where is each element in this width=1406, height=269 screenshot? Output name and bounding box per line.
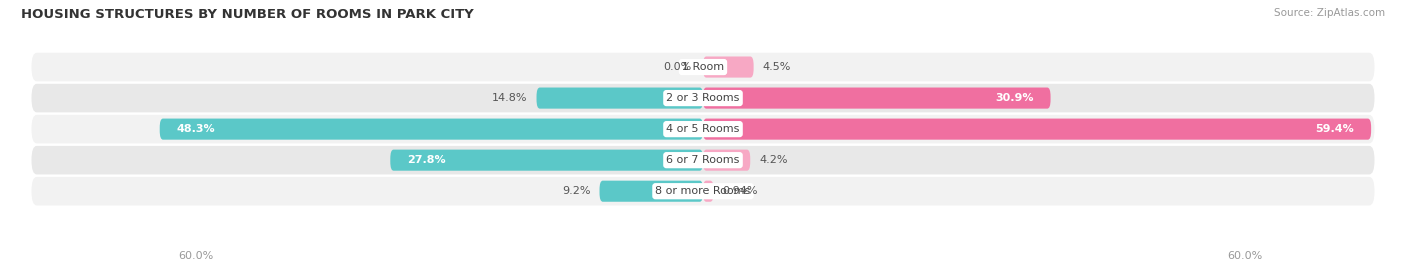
Text: Source: ZipAtlas.com: Source: ZipAtlas.com	[1274, 8, 1385, 18]
Text: 14.8%: 14.8%	[492, 93, 527, 103]
FancyBboxPatch shape	[599, 181, 703, 202]
FancyBboxPatch shape	[160, 119, 703, 140]
Text: 60.0%: 60.0%	[1227, 251, 1263, 261]
Text: 1 Room: 1 Room	[682, 62, 724, 72]
Text: 4.5%: 4.5%	[762, 62, 792, 72]
Text: 0.0%: 0.0%	[664, 62, 692, 72]
Text: 0.94%: 0.94%	[723, 186, 758, 196]
FancyBboxPatch shape	[31, 53, 1375, 81]
Text: 27.8%: 27.8%	[408, 155, 446, 165]
FancyBboxPatch shape	[703, 181, 714, 202]
FancyBboxPatch shape	[31, 115, 1375, 143]
Text: 59.4%: 59.4%	[1316, 124, 1354, 134]
FancyBboxPatch shape	[703, 119, 1371, 140]
FancyBboxPatch shape	[391, 150, 703, 171]
Text: 2 or 3 Rooms: 2 or 3 Rooms	[666, 93, 740, 103]
FancyBboxPatch shape	[703, 150, 751, 171]
Text: 9.2%: 9.2%	[562, 186, 591, 196]
Text: 48.3%: 48.3%	[177, 124, 215, 134]
FancyBboxPatch shape	[703, 56, 754, 77]
FancyBboxPatch shape	[31, 146, 1375, 174]
Text: 4 or 5 Rooms: 4 or 5 Rooms	[666, 124, 740, 134]
Text: 4.2%: 4.2%	[759, 155, 787, 165]
Text: 60.0%: 60.0%	[179, 251, 214, 261]
FancyBboxPatch shape	[537, 87, 703, 109]
Text: 6 or 7 Rooms: 6 or 7 Rooms	[666, 155, 740, 165]
FancyBboxPatch shape	[31, 177, 1375, 206]
FancyBboxPatch shape	[31, 84, 1375, 112]
Text: 8 or more Rooms: 8 or more Rooms	[655, 186, 751, 196]
Text: 30.9%: 30.9%	[995, 93, 1033, 103]
FancyBboxPatch shape	[703, 87, 1050, 109]
Text: HOUSING STRUCTURES BY NUMBER OF ROOMS IN PARK CITY: HOUSING STRUCTURES BY NUMBER OF ROOMS IN…	[21, 8, 474, 21]
